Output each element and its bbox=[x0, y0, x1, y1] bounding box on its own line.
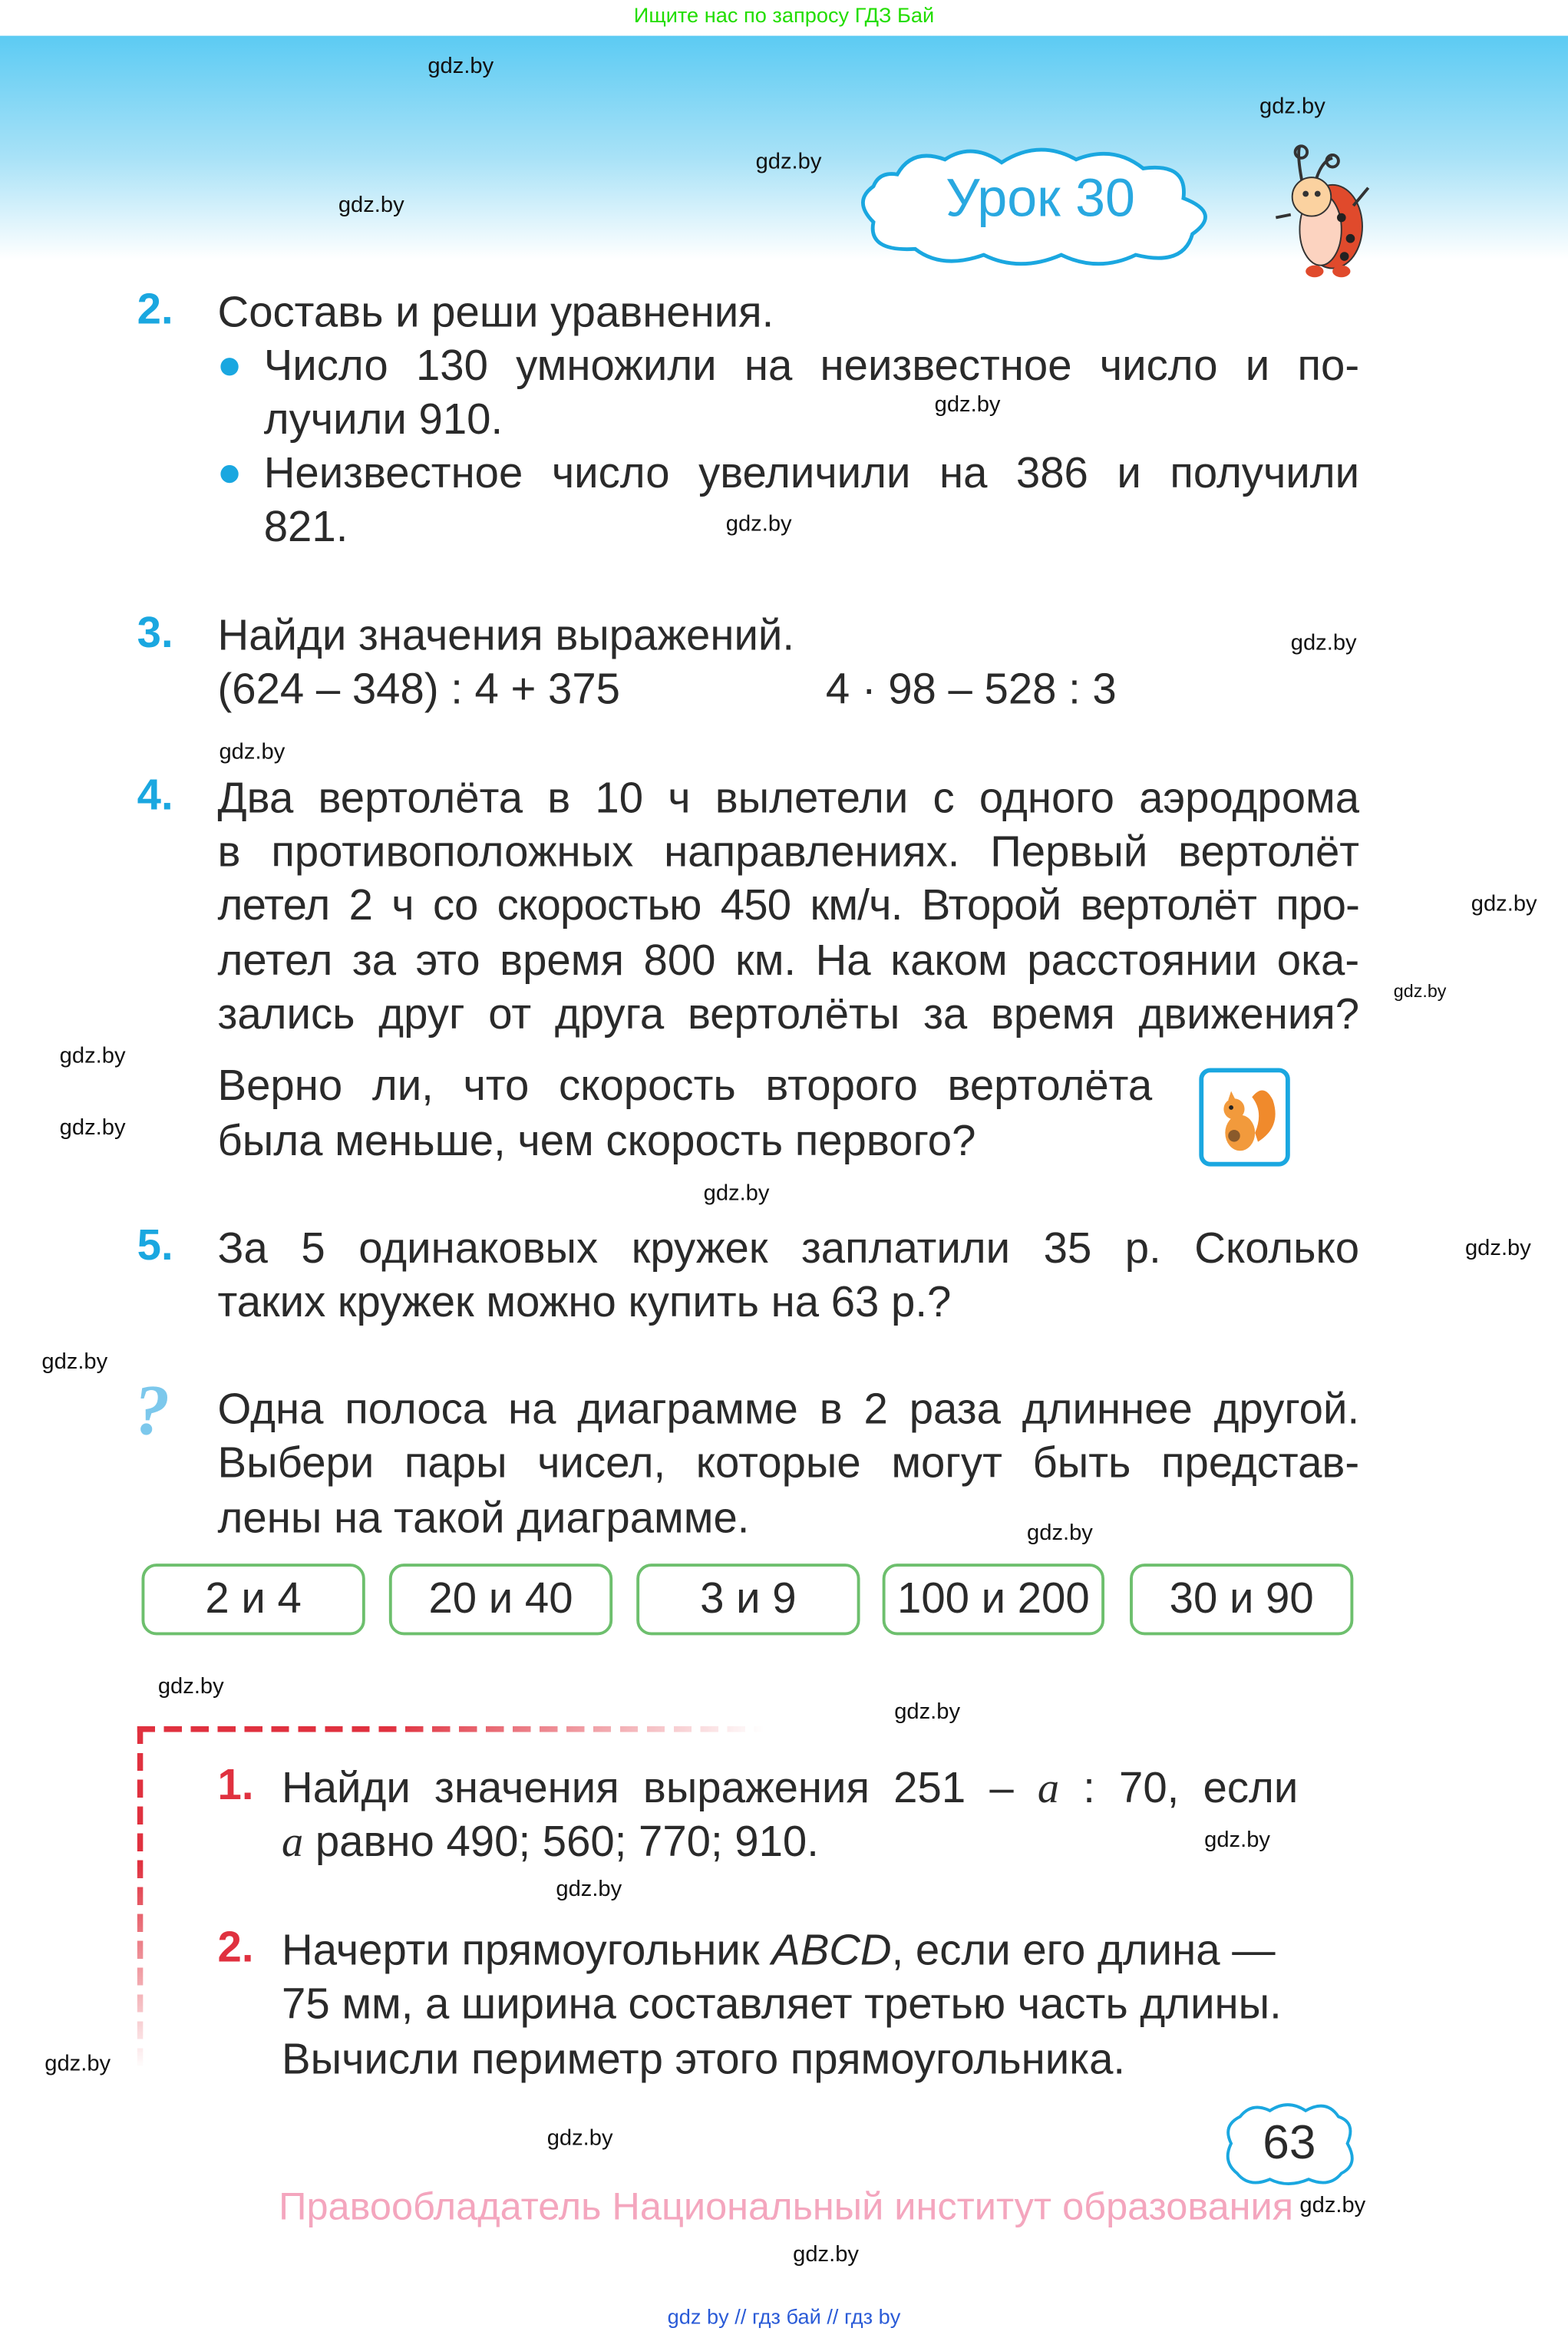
watermark: gdz.by bbox=[1471, 891, 1537, 917]
task-number: 2. bbox=[137, 286, 173, 335]
separator: // bbox=[827, 2304, 839, 2329]
task-text: Одна полоса на диаграмме в 2 раза длинне… bbox=[217, 1386, 1360, 1435]
watermark: gdz.by bbox=[934, 391, 1001, 418]
watermark: gdz.by bbox=[1290, 630, 1357, 656]
variable: a bbox=[282, 1818, 304, 1867]
task-text: Найди значения выражений. bbox=[217, 613, 795, 661]
text: Найди значения выражения 251 – bbox=[282, 1765, 1014, 1813]
answer-option[interactable]: 30 и 90 bbox=[1130, 1564, 1354, 1636]
task-number: 3. bbox=[137, 609, 173, 658]
expression: (624 – 348) : 4 + 375 bbox=[217, 666, 620, 715]
answer-option[interactable]: 3 и 9 bbox=[636, 1564, 860, 1636]
footer-link[interactable]: гдз by bbox=[844, 2304, 901, 2329]
watermark: gdz.by bbox=[755, 149, 822, 175]
task-text: Верно ли, что скорость второго вертолёта bbox=[217, 1062, 1153, 1111]
page-number: 63 bbox=[1263, 2115, 1316, 2169]
text: : 70, если bbox=[1083, 1765, 1299, 1813]
watermark: gdz.by bbox=[157, 1673, 224, 1699]
task-text: в противоположных направлениях. Первый в… bbox=[217, 828, 1360, 877]
watermark: gdz.by bbox=[1259, 94, 1325, 120]
answer-option[interactable]: 20 и 40 bbox=[388, 1564, 613, 1636]
cloud-icon bbox=[861, 147, 1207, 266]
watermark: gdz.by bbox=[59, 1115, 126, 1141]
watermark: gdz.by bbox=[41, 1349, 108, 1375]
text: равно 490; 560; 770; 910. bbox=[315, 1818, 819, 1867]
answer-option[interactable]: 100 и 200 bbox=[882, 1564, 1105, 1636]
task-text: таких кружек можно купить на 63 р.? bbox=[217, 1279, 952, 1327]
watermark: gdz.by bbox=[793, 2241, 859, 2267]
footer-link[interactable]: gdz by bbox=[667, 2304, 729, 2329]
task-text: Найди значения выражения 251 – a : 70, е… bbox=[282, 1762, 1298, 1815]
watermark: gdz.by bbox=[894, 1699, 961, 1725]
task-text: 75 мм, а ширина составляет третью часть … bbox=[282, 1980, 1282, 2029]
task-text: Выбери пары чисел, которые могут быть пр… bbox=[217, 1439, 1360, 1488]
dashed-border-left bbox=[137, 1725, 144, 2069]
watermark: gdz.by bbox=[1204, 1827, 1270, 1853]
squirrel-icon bbox=[1199, 1068, 1290, 1167]
task-text: зались друг от друга вертолёты за время … bbox=[217, 991, 1360, 1039]
text: Начерти прямоугольник bbox=[282, 1927, 760, 1976]
footer-links: gdz by // гдз бай // гдз by bbox=[0, 2304, 1568, 2328]
task-number: 5. bbox=[137, 1222, 173, 1270]
separator: // bbox=[734, 2304, 747, 2329]
watermark: gdz.by bbox=[1393, 980, 1447, 1002]
dashed-border-top bbox=[137, 1725, 764, 1732]
task-text: Вычисли периметр этого прямоугольника. bbox=[282, 2036, 1126, 2084]
watermark: gdz.by bbox=[1464, 1235, 1531, 1261]
lesson-title: Урок 30 bbox=[946, 167, 1135, 229]
task-text: летел 2 ч со скоростью 450 км/ч. Второй … bbox=[217, 882, 1360, 930]
task-number: 2. bbox=[217, 1924, 254, 1973]
answer-option[interactable]: 2 и 4 bbox=[141, 1564, 365, 1636]
watermark: gdz.by bbox=[427, 53, 494, 79]
figure-name: ABCD bbox=[771, 1927, 892, 1976]
watermark: gdz.by bbox=[556, 1876, 622, 1902]
footer-link[interactable]: гдз бай bbox=[751, 2304, 821, 2329]
task-text: была меньше, чем скорость первого? bbox=[217, 1118, 976, 1166]
watermark: gdz.by bbox=[45, 2051, 111, 2077]
task-text: Составь и реши уравнения. bbox=[217, 289, 774, 337]
watermark: gdz.by bbox=[338, 192, 404, 218]
bullet-icon bbox=[220, 358, 239, 376]
task-text: Число 130 умножили на неизвестное число … bbox=[263, 342, 1360, 391]
task-text: 821. bbox=[263, 504, 348, 552]
task-text: Неизвестное число увеличили на 386 и пол… bbox=[263, 450, 1360, 498]
question-mark-icon: ? bbox=[134, 1371, 170, 1451]
task-number: 1. bbox=[217, 1762, 254, 1810]
cloud-icon bbox=[1226, 2103, 1354, 2185]
watermark: gdz.by bbox=[546, 2125, 613, 2151]
text: , если его длина — bbox=[891, 1927, 1276, 1976]
task-text: Начерти прямоугольник ABCD, если его дли… bbox=[282, 1924, 1275, 1978]
watermark: gdz.by bbox=[1299, 2192, 1366, 2218]
watermark: gdz.by bbox=[59, 1043, 126, 1069]
search-hint: Ищите нас по запросу ГДЗ Бай bbox=[633, 2, 935, 27]
task-number: 4. bbox=[137, 771, 173, 821]
task-text: летел за это время 800 км. На каком расс… bbox=[217, 937, 1360, 986]
ladybug-icon bbox=[1275, 144, 1370, 278]
bullet-icon bbox=[220, 464, 239, 484]
watermark: gdz.by bbox=[703, 1181, 770, 1207]
task-text: За 5 одинаковых кружек заплатили 35 р. С… bbox=[217, 1225, 1360, 1273]
task-text: a равно 490; 560; 770; 910. bbox=[282, 1815, 819, 1869]
task-text: Два вертолёта в 10 ч вылетели с одного а… bbox=[217, 774, 1360, 823]
variable: a bbox=[1037, 1765, 1060, 1813]
watermark: gdz.by bbox=[1027, 1520, 1093, 1546]
expression: 4 · 98 – 528 : 3 bbox=[825, 666, 1117, 715]
watermark: gdz.by bbox=[219, 739, 286, 765]
watermark: gdz.by bbox=[725, 511, 792, 537]
copyright: Правообладатель Национальный институт об… bbox=[279, 2184, 1294, 2229]
task-text: лены на такой диаграмме. bbox=[217, 1494, 750, 1543]
task-text: лучили 910. bbox=[263, 396, 503, 444]
